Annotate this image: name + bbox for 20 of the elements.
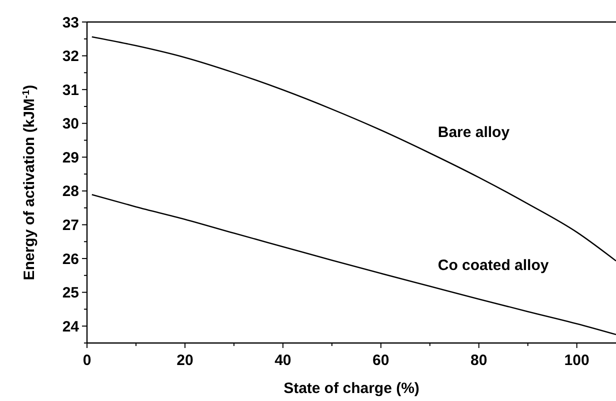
y-tick-label: 30: [62, 116, 79, 133]
y-tick-label: 29: [62, 149, 79, 166]
y-tick-label: 32: [62, 48, 79, 66]
x-axis-title: State of charge (%): [284, 380, 420, 397]
x-tick-label: 20: [176, 352, 194, 369]
x-tick-label: 80: [470, 352, 488, 369]
x-tick-label: 100: [564, 352, 590, 369]
series-label: Bare alloy: [438, 124, 510, 142]
y-tick-label: 27: [62, 216, 79, 234]
y-tick-label: 31: [62, 82, 79, 99]
y-tick-label: 25: [62, 284, 79, 302]
x-tick-label: 60: [372, 352, 390, 369]
y-tick-label: 33: [62, 14, 79, 32]
line-series: [91, 194, 616, 336]
y-tick-label: 26: [62, 250, 79, 268]
x-tick-label: 0: [82, 352, 92, 369]
series-label: Co coated alloy: [438, 257, 550, 274]
y-tick-label: 28: [62, 183, 79, 200]
y-tick-label: 24: [62, 318, 80, 336]
x-tick-label: 40: [274, 352, 292, 369]
